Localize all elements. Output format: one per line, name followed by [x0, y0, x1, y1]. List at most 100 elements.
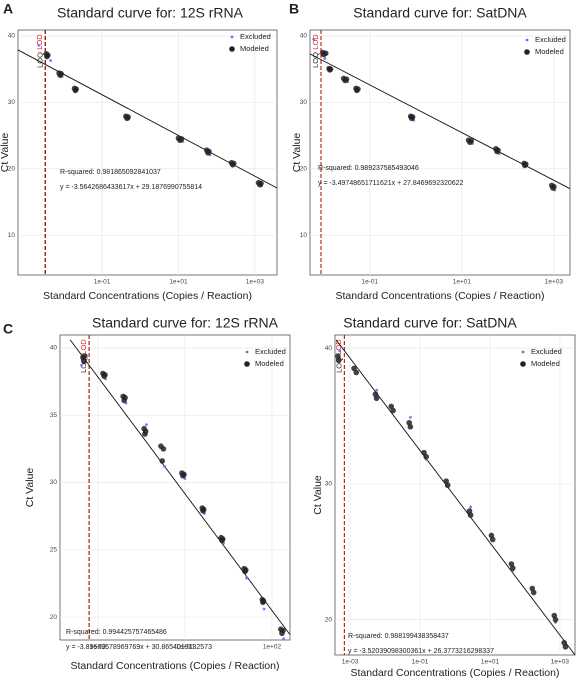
plot-background [59, 334, 291, 641]
panel-label: C [3, 321, 13, 337]
x-tick-label: 1e-03 [342, 659, 359, 666]
data-point [49, 59, 53, 62]
reference-label: LOQ [334, 357, 343, 373]
x-axis-label: Standard Concentrations (Copies / Reacti… [336, 290, 545, 302]
legend-swatch [230, 35, 234, 39]
legend-label: Modeled [255, 359, 284, 368]
legend-label: Excluded [535, 35, 566, 44]
data-point [181, 471, 187, 478]
panel-label: B [289, 1, 299, 17]
reference-label: LOD [35, 34, 44, 50]
legend-swatch [524, 49, 530, 55]
legend-label: Excluded [240, 32, 271, 41]
plot-background [309, 29, 571, 276]
data-point [468, 138, 475, 144]
data-point [45, 52, 51, 59]
y-tick-label: 20 [50, 614, 58, 621]
x-tick-label: 1e+01 [453, 279, 472, 286]
legend-swatch [229, 46, 235, 52]
reference-label: LOD [334, 339, 343, 355]
legend-swatch [525, 38, 529, 42]
data-point [510, 565, 516, 571]
x-tick-label: 1e+02 [263, 644, 282, 651]
data-point [322, 50, 329, 57]
data-point [125, 114, 131, 120]
y-tick-label: 20 [325, 616, 333, 623]
reference-label: LOD [79, 339, 88, 355]
annotation: R-squared: 0.988199438358437 [348, 633, 449, 640]
data-point [495, 147, 501, 153]
data-point [335, 357, 342, 364]
y-tick-label: 20 [300, 165, 308, 172]
data-point [122, 394, 128, 401]
y-axis-label: Ct Value [0, 133, 11, 173]
annotation: R-squared: 0.994425757465486 [66, 629, 167, 636]
data-point [408, 415, 412, 419]
data-point [373, 395, 380, 402]
chart-title: Standard curve for: 12S rRNA [92, 315, 279, 331]
annotation: R-squared: 0.981865092841037 [60, 169, 161, 176]
data-point [258, 180, 264, 187]
y-tick-label: 25 [50, 547, 58, 554]
data-point [551, 183, 557, 190]
data-point [159, 458, 166, 464]
data-point [206, 148, 212, 155]
regression-line [69, 339, 291, 635]
data-point [355, 86, 361, 92]
legend-swatch [245, 350, 249, 354]
y-tick-label: 30 [8, 99, 16, 106]
x-tick-label: 1e-01 [362, 279, 379, 286]
x-tick-label: 1e+01 [169, 279, 188, 286]
y-tick-label: 30 [300, 99, 308, 106]
chart-title: Standard curve for: SatDNA [343, 315, 517, 331]
x-axis-label: Standard Concentrations (Copies / Reacti… [71, 660, 280, 672]
y-tick-label: 20 [8, 165, 16, 172]
data-point [81, 358, 87, 365]
x-tick-label: 1e+00 [176, 644, 195, 651]
y-tick-label: 30 [325, 481, 333, 488]
data-point [145, 423, 148, 427]
legend-swatch [244, 361, 250, 367]
y-tick-label: 30 [50, 479, 58, 486]
x-tick-label: 1e-02 [90, 644, 107, 651]
data-point [469, 505, 473, 509]
data-point [323, 57, 327, 60]
reference-label: LOD [311, 34, 320, 50]
reference-label: LOQ [79, 357, 88, 373]
data-point [58, 71, 64, 77]
panel-label: A [3, 1, 13, 17]
y-tick-label: 40 [300, 33, 308, 40]
data-point [552, 616, 559, 623]
legend-label: Excluded [255, 347, 286, 356]
legend-label: Excluded [531, 347, 562, 356]
data-point [407, 424, 414, 430]
data-point [37, 43, 41, 47]
y-tick-label: 10 [300, 232, 308, 239]
y-axis-label: Ct Value [291, 133, 303, 173]
x-tick-label: 1e+03 [551, 659, 570, 666]
data-point [73, 86, 79, 92]
data-point [423, 453, 429, 460]
annotation: y = -3.5642686433617x + 29.1876990755814 [60, 184, 202, 191]
data-point [163, 464, 166, 468]
data-point [562, 644, 569, 650]
data-point [230, 160, 237, 167]
y-tick-label: 10 [8, 232, 16, 239]
data-point [200, 506, 207, 513]
x-tick-label: 1e+03 [246, 279, 265, 286]
y-axis-label: Ct Value [24, 468, 36, 508]
data-point [219, 536, 226, 542]
data-point [142, 428, 149, 435]
data-point [353, 369, 360, 376]
data-point [102, 372, 108, 378]
annotation: y = -3.89689678969769x + 30.865401913257… [66, 644, 212, 651]
x-tick-label: 1e-01 [412, 659, 429, 666]
data-point [327, 66, 334, 72]
data-point [409, 114, 416, 120]
legend-label: Modeled [240, 44, 269, 53]
data-point [522, 161, 529, 167]
annotation: R-squared: 0.989237585493046 [318, 165, 419, 172]
data-point [82, 353, 88, 359]
data-point [530, 589, 537, 596]
